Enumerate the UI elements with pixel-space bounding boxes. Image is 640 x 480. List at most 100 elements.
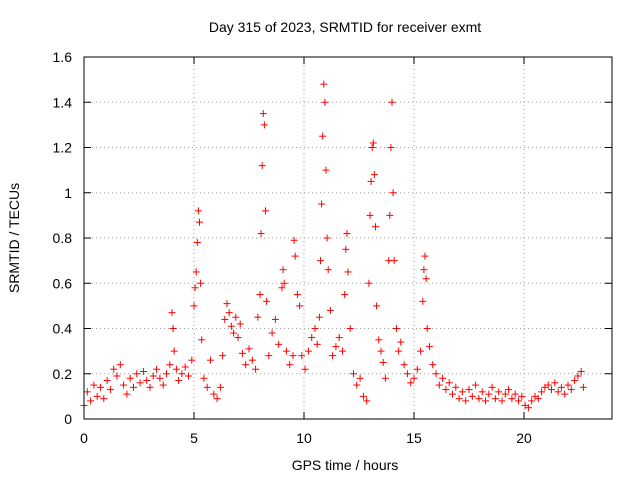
data-point bbox=[335, 334, 343, 342]
data-point bbox=[498, 397, 506, 405]
data-point bbox=[432, 370, 440, 378]
x-tick-label: 20 bbox=[516, 430, 532, 446]
data-point bbox=[548, 386, 555, 394]
y-tick-labels: 0 0.2 0.4 0.6 0.8 1 1.2 1.4 1.6 bbox=[53, 49, 73, 427]
data-point bbox=[455, 395, 463, 403]
data-point bbox=[93, 392, 101, 400]
data-point bbox=[97, 383, 104, 391]
data-point bbox=[551, 379, 559, 387]
data-point bbox=[387, 144, 395, 151]
data-point bbox=[505, 386, 513, 394]
data-point bbox=[293, 291, 301, 299]
data-point bbox=[363, 397, 371, 405]
data-point bbox=[442, 386, 450, 394]
data-point bbox=[557, 383, 565, 391]
data-point bbox=[322, 166, 330, 174]
y-tick-label: 1.2 bbox=[53, 140, 73, 156]
data-point bbox=[423, 325, 431, 332]
data-point bbox=[403, 370, 411, 378]
data-point bbox=[458, 388, 466, 396]
data-point bbox=[130, 383, 137, 391]
data-point bbox=[133, 370, 141, 378]
data-point bbox=[538, 388, 546, 396]
data-point bbox=[258, 162, 266, 170]
data-point bbox=[262, 207, 269, 215]
data-point bbox=[564, 381, 572, 389]
data-point bbox=[478, 388, 486, 396]
data-point bbox=[190, 302, 198, 310]
data-point bbox=[429, 361, 437, 369]
data-point bbox=[175, 377, 183, 385]
data-point bbox=[571, 377, 579, 385]
data-point bbox=[188, 356, 196, 364]
data-point bbox=[468, 392, 476, 400]
data-point bbox=[236, 320, 244, 328]
data-point bbox=[196, 218, 203, 226]
data-point bbox=[534, 395, 542, 403]
data-point bbox=[311, 325, 319, 332]
data-point bbox=[223, 300, 231, 308]
data-point bbox=[488, 383, 496, 391]
data-point bbox=[475, 395, 483, 403]
y-tick-label: 1.6 bbox=[53, 49, 73, 65]
data-point bbox=[159, 381, 167, 389]
y-tick-label: 0.2 bbox=[53, 366, 73, 382]
x-tick-label: 15 bbox=[406, 430, 422, 446]
data-point bbox=[238, 349, 246, 357]
x-axis-label: GPS time / hours bbox=[292, 457, 399, 473]
data-point bbox=[210, 390, 218, 398]
data-point bbox=[350, 370, 357, 378]
chart-title: Day 315 of 2023, SRMTID for receiver exm… bbox=[209, 19, 481, 35]
data-point bbox=[320, 80, 328, 88]
data-point bbox=[106, 386, 114, 394]
data-point bbox=[491, 395, 499, 403]
data-point bbox=[216, 383, 224, 391]
data-point bbox=[329, 352, 337, 360]
data-point bbox=[268, 329, 276, 337]
data-point bbox=[242, 361, 250, 369]
data-point bbox=[301, 365, 309, 373]
data-point bbox=[395, 347, 403, 355]
data-point bbox=[465, 386, 473, 394]
data-point bbox=[342, 245, 350, 253]
data-point bbox=[257, 229, 265, 237]
data-point bbox=[356, 374, 364, 382]
data-point bbox=[291, 252, 299, 260]
y-tick-label: 1 bbox=[64, 185, 72, 201]
data-point bbox=[515, 397, 522, 405]
data-point bbox=[390, 257, 398, 265]
data-point bbox=[225, 309, 233, 317]
data-point bbox=[381, 374, 389, 382]
data-point bbox=[120, 381, 128, 389]
data-point bbox=[279, 266, 287, 274]
data-point bbox=[577, 367, 585, 375]
data-point bbox=[369, 139, 377, 147]
data-point bbox=[143, 377, 151, 385]
data-point bbox=[146, 383, 154, 391]
y-tick-label: 1.4 bbox=[53, 94, 73, 110]
data-point bbox=[290, 236, 298, 244]
data-point bbox=[339, 347, 346, 355]
data-point bbox=[386, 211, 394, 219]
y-tick-label: 0.8 bbox=[53, 230, 73, 246]
data-point bbox=[375, 336, 383, 344]
data-point bbox=[153, 365, 161, 373]
data-point bbox=[368, 144, 376, 151]
data-point bbox=[110, 365, 118, 373]
data-point bbox=[256, 291, 264, 299]
data-point bbox=[462, 397, 470, 405]
data-point bbox=[263, 297, 271, 305]
x-tick-labels: 0 5 10 15 20 bbox=[80, 430, 532, 446]
data-point bbox=[422, 275, 430, 283]
data-point bbox=[388, 98, 396, 106]
data-point bbox=[377, 347, 385, 355]
data-point bbox=[425, 343, 433, 351]
data-point bbox=[230, 329, 238, 337]
data-point bbox=[100, 395, 108, 403]
data-point bbox=[113, 372, 121, 380]
data-point bbox=[166, 361, 174, 369]
data-point bbox=[485, 390, 493, 398]
data-point bbox=[413, 365, 421, 373]
data-point bbox=[313, 340, 321, 348]
data-point bbox=[524, 404, 532, 412]
